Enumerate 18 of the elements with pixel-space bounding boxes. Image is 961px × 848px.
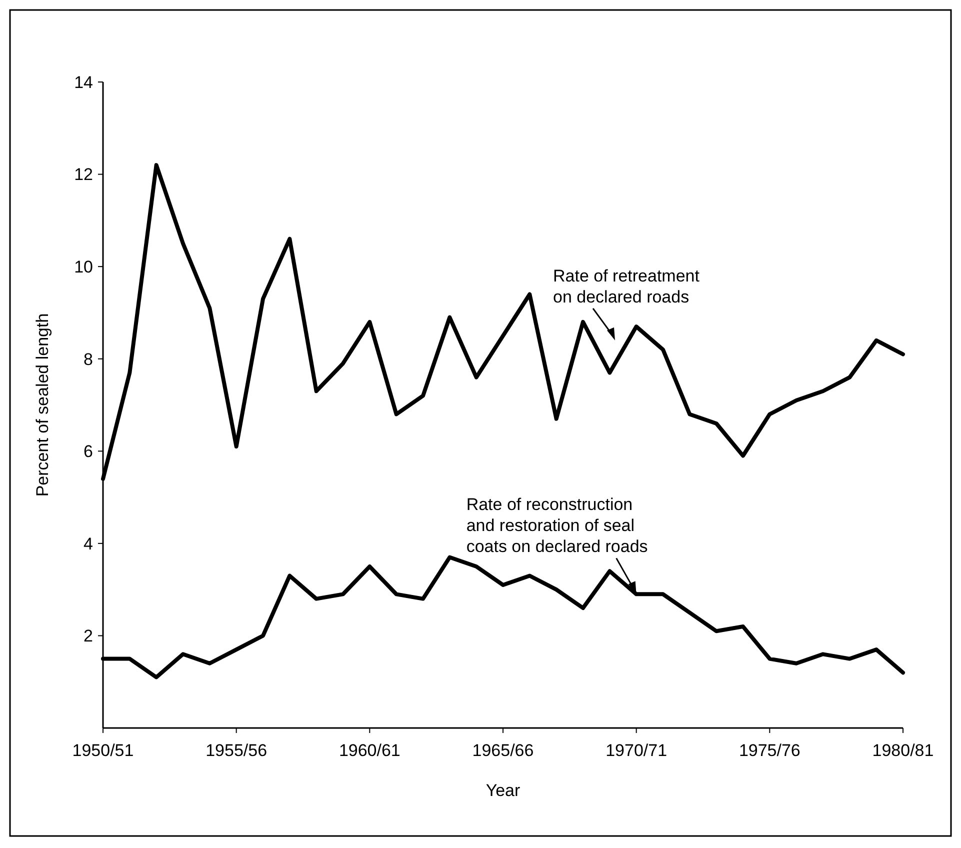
x-tick-label: 1975/76 [738, 741, 800, 760]
y-tick-label: 6 [84, 442, 93, 462]
x-tick-label: 1960/61 [338, 741, 400, 760]
y-axis-title: Percent of sealed length [33, 313, 52, 497]
y-tick-label: 10 [74, 258, 93, 277]
y-tick-label: 8 [84, 350, 93, 369]
x-tick-label: 1970/71 [606, 741, 668, 760]
x-axis-title: Year [486, 781, 521, 800]
y-tick-label: 4 [84, 534, 93, 554]
y-tick-label: 12 [74, 165, 93, 184]
x-tick-label: 1965/66 [472, 741, 534, 760]
annotation: Rate of reconstruction and restoration of seal coats on declared roads [466, 495, 648, 556]
x-tick-label: 1955/56 [206, 741, 268, 760]
y-tick-label: 2 [84, 626, 93, 646]
y-tick-label: 14 [74, 72, 93, 92]
annotation: Rate of retreatment on declared roads [553, 266, 700, 306]
x-tick-label: 1950/51 [72, 741, 134, 760]
x-tick-label: 1980/81 [872, 741, 934, 760]
